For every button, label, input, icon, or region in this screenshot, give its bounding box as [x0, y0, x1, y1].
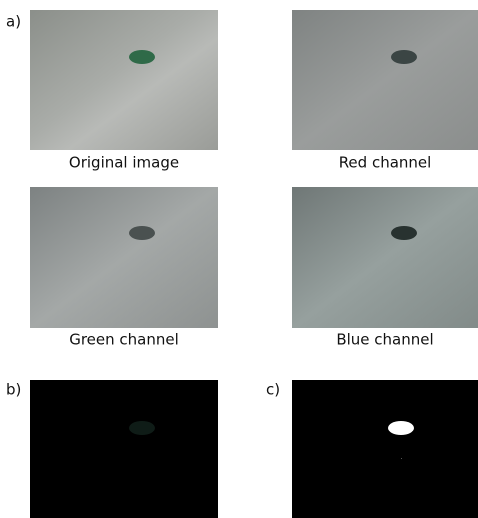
caption: Green channel: [69, 331, 179, 349]
green-channel-image: [30, 187, 218, 328]
blue-channel-image: [292, 187, 478, 328]
object: [391, 50, 417, 64]
difference-image: [30, 380, 218, 518]
panel-label: a): [6, 13, 21, 31]
object: [129, 226, 155, 240]
caption: Red channel: [339, 154, 432, 172]
original-image: [30, 10, 218, 150]
binary-image: [292, 380, 478, 518]
caption: Original image: [69, 154, 179, 172]
object: [391, 226, 417, 240]
noise: [401, 458, 402, 459]
object: [129, 421, 155, 435]
panel-label: c): [266, 381, 280, 399]
panel-label: b): [6, 381, 21, 399]
object: [388, 421, 414, 435]
object: [129, 50, 155, 64]
caption: Blue channel: [336, 331, 433, 349]
red-channel-image: [292, 10, 478, 150]
